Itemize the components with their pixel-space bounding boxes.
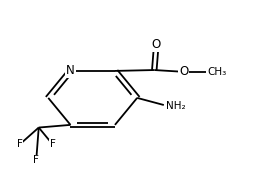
Text: N: N	[66, 64, 75, 77]
Text: NH₂: NH₂	[166, 101, 186, 111]
Text: CH₃: CH₃	[208, 67, 227, 77]
Text: F: F	[50, 139, 56, 150]
Text: O: O	[179, 65, 188, 78]
Text: O: O	[152, 38, 161, 51]
Text: F: F	[33, 155, 39, 166]
Text: F: F	[17, 139, 23, 150]
